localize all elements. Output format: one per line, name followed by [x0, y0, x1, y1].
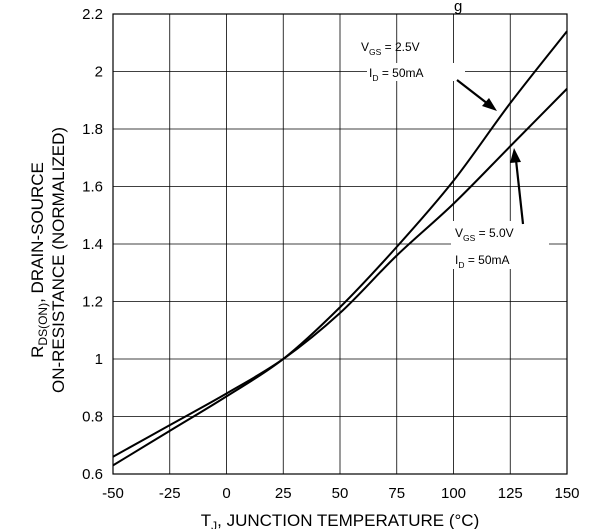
y-tick-label: 0.6 — [82, 466, 103, 483]
annotation-2v5-arrowhead — [482, 98, 497, 111]
chart-title-fragment: g — [454, 0, 462, 15]
y-tick-label: 2 — [95, 64, 103, 81]
series-line-1 — [112, 88, 568, 458]
annotation-5v0-mask — [451, 221, 549, 269]
y-tick-label: 1.8 — [82, 121, 103, 138]
y-tick-label: 1.4 — [82, 236, 103, 253]
annotation-5v0-id: ID = 50mA — [455, 253, 510, 270]
annotation-5v0-arrow — [514, 159, 525, 225]
x-tick-label: 75 — [388, 485, 405, 502]
y-tick-label: 1.2 — [82, 294, 103, 311]
x-tick-label: -50 — [102, 485, 124, 502]
y-tick-label: 1.6 — [82, 179, 103, 196]
y-axis-title-line2: ON-RESISTANCE (NORMALIZED) — [49, 127, 68, 393]
x-tick-label: 150 — [554, 485, 579, 502]
title-mask — [450, 0, 480, 13]
curves — [112, 30, 568, 467]
x-tick-label: 125 — [498, 485, 523, 502]
annotation-5v0-arrowhead — [510, 148, 521, 163]
x-tick-label: -25 — [159, 485, 181, 502]
tick-labels: -50 -25 0 25 50 75 100 125 150 0.6 0.8 1 1.2 1.4 1.6 1.… — [82, 6, 579, 502]
annotation-2v5-vgs: VGS = 2.5V — [361, 40, 420, 57]
y-tick-label: 2.2 — [82, 6, 103, 23]
x-axis-title: TJ, JUNCTION TEMPERATURE (°C) — [201, 511, 480, 529]
y-tick-label: 1 — [95, 351, 103, 368]
plot-frame — [112, 13, 568, 475]
y-tick-label: 0.8 — [82, 409, 103, 426]
y-axis-title-line1: RDS(ON), DRAIN-SOURCE — [28, 162, 50, 358]
annotation-2v5-id: ID = 50mA — [369, 66, 424, 83]
y-axis-title: RDS(ON), DRAIN-SOURCE ON-RESISTANCE (NOR… — [28, 127, 68, 393]
x-tick-label: 25 — [275, 485, 292, 502]
x-tick-label: 0 — [222, 485, 230, 502]
annotation-2v5-arrow — [456, 79, 489, 105]
series-line-0 — [112, 30, 568, 467]
x-tick-label: 50 — [332, 485, 349, 502]
annotation-5v0-vgs: VGS = 5.0V — [455, 226, 514, 243]
x-tick-label: 100 — [441, 485, 466, 502]
annotation-2v5-mask — [367, 63, 465, 81]
